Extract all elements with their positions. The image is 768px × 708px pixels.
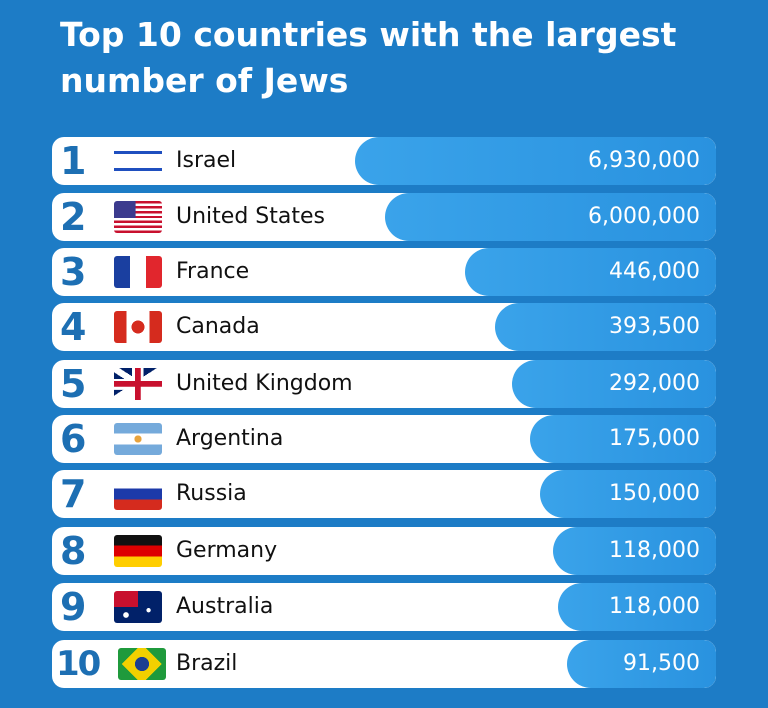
- value-bar: [540, 470, 716, 518]
- rank-number: 3: [60, 250, 86, 294]
- country-flag: [114, 201, 162, 233]
- value-bar: [355, 137, 716, 185]
- country-name: Russia: [176, 481, 247, 506]
- country-name: France: [176, 259, 250, 284]
- rank-number: 4: [60, 305, 86, 349]
- population-value: 292,000: [609, 371, 700, 396]
- country-name: United Kingdom: [176, 371, 353, 396]
- ranking-row: 4 Canada 393,500: [52, 303, 716, 351]
- rank-number: 2: [60, 195, 86, 239]
- population-value: 6,000,000: [588, 204, 700, 229]
- country-flag: [118, 648, 166, 680]
- ranking-row: 5 United Kingdom 292,000: [52, 360, 716, 408]
- country-flag: [114, 423, 162, 455]
- value-bar: [530, 415, 716, 463]
- country-name: Brazil: [176, 651, 238, 676]
- ranking-row: 10 Brazil 91,500: [52, 640, 716, 688]
- rank-number: 7: [60, 472, 86, 516]
- ranking-row: 3 France 446,000: [52, 248, 716, 296]
- population-value: 118,000: [609, 594, 700, 619]
- country-name: Argentina: [176, 426, 284, 451]
- ranking-row: 9 Australia 118,000: [52, 583, 716, 631]
- country-flag: [114, 145, 162, 177]
- country-flag: [114, 478, 162, 510]
- rank-number: 8: [60, 529, 86, 573]
- rank-number: 5: [60, 362, 86, 406]
- population-value: 150,000: [609, 481, 700, 506]
- ranking-row: 6 Argentina 175,000: [52, 415, 716, 463]
- rank-number: 9: [60, 585, 86, 629]
- rank-number: 1: [60, 139, 86, 183]
- ranking-row: 2 United States 6,000,000: [52, 193, 716, 241]
- ranking-row: 1 Israel 6,930,000: [52, 137, 716, 185]
- population-value: 6,930,000: [588, 148, 700, 173]
- rank-number: 6: [60, 417, 86, 461]
- value-bar: [512, 360, 716, 408]
- value-bar: [553, 527, 716, 575]
- country-name: Canada: [176, 314, 260, 339]
- country-name: Germany: [176, 538, 278, 563]
- value-bar: [465, 248, 716, 296]
- country-flag: [114, 535, 162, 567]
- country-name: Israel: [176, 148, 237, 173]
- country-name: Australia: [176, 594, 274, 619]
- ranking-row: 7 Russia 150,000: [52, 470, 716, 518]
- population-value: 393,500: [609, 314, 700, 339]
- value-bar: [495, 303, 716, 351]
- population-value: 118,000: [609, 538, 700, 563]
- population-value: 175,000: [609, 426, 700, 451]
- value-bar: [567, 640, 716, 688]
- country-flag: [114, 591, 162, 623]
- value-bar: [558, 583, 716, 631]
- ranking-row: 8 Germany 118,000: [52, 527, 716, 575]
- country-flag: [114, 311, 162, 343]
- country-flag: [114, 368, 162, 400]
- rank-number: 10: [56, 644, 101, 684]
- population-value: 91,500: [623, 651, 700, 676]
- country-name: United States: [176, 204, 325, 229]
- population-value: 446,000: [609, 259, 700, 284]
- title: Top 10 countries with the largest number…: [60, 15, 677, 100]
- country-flag: [114, 256, 162, 288]
- value-bar: [385, 193, 716, 241]
